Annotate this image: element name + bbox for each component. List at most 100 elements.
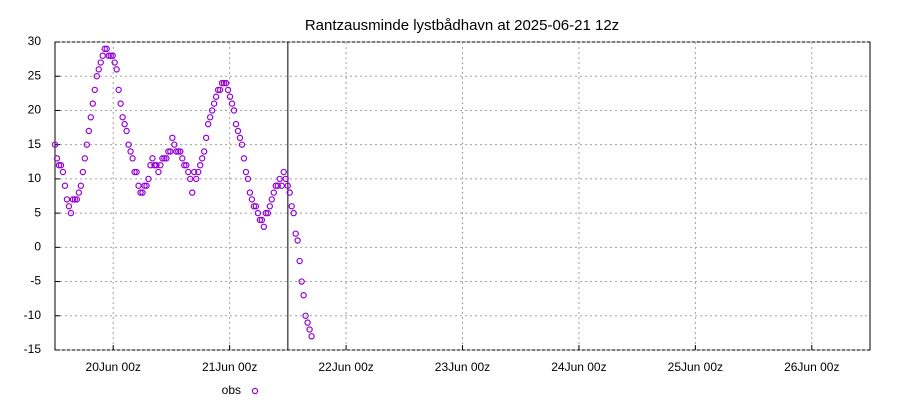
point xyxy=(129,155,136,162)
y-tick-label: 15 xyxy=(28,137,42,151)
point xyxy=(298,278,305,285)
point xyxy=(200,148,208,155)
point xyxy=(185,168,192,176)
point xyxy=(302,312,309,319)
point xyxy=(238,141,246,148)
point xyxy=(61,182,69,189)
x-tick-label: 22Jun 00z xyxy=(318,360,373,374)
point xyxy=(117,100,124,107)
point xyxy=(183,161,190,169)
point xyxy=(198,155,206,162)
point xyxy=(292,230,299,237)
point xyxy=(107,52,114,59)
point xyxy=(262,209,270,217)
point xyxy=(161,155,168,162)
point xyxy=(272,182,279,189)
point xyxy=(252,203,260,210)
point xyxy=(256,216,264,224)
point xyxy=(127,148,134,155)
point xyxy=(228,100,236,107)
point xyxy=(274,182,281,189)
point xyxy=(208,107,216,114)
point xyxy=(244,175,252,183)
point xyxy=(137,189,144,196)
x-tick-label: 25Jun 00z xyxy=(668,360,723,374)
point xyxy=(210,100,218,107)
y-tick-label: 0 xyxy=(34,240,41,254)
point xyxy=(268,196,275,203)
point xyxy=(189,189,196,196)
point xyxy=(123,127,130,135)
point xyxy=(165,148,172,155)
legend-marker xyxy=(251,387,259,395)
point xyxy=(195,168,202,176)
point xyxy=(73,196,81,203)
point xyxy=(286,189,293,196)
point xyxy=(149,155,156,162)
x-tick-label: 20Jun 00z xyxy=(86,360,141,374)
point xyxy=(83,141,91,148)
point xyxy=(296,257,303,265)
point xyxy=(99,52,106,59)
point xyxy=(87,114,95,121)
point xyxy=(91,86,98,94)
point xyxy=(196,161,204,169)
point xyxy=(306,326,313,333)
y-tick-label: 5 xyxy=(34,205,41,219)
point xyxy=(280,168,287,176)
point xyxy=(220,79,228,87)
point xyxy=(53,155,61,162)
point xyxy=(113,66,120,73)
point xyxy=(57,161,65,169)
point xyxy=(294,237,301,244)
point xyxy=(250,203,258,210)
point xyxy=(264,209,272,217)
point xyxy=(169,134,176,142)
point xyxy=(159,155,166,162)
point xyxy=(101,45,108,53)
point xyxy=(177,148,184,155)
point xyxy=(214,86,222,94)
point xyxy=(278,182,285,189)
point xyxy=(71,196,79,203)
point xyxy=(59,168,67,176)
point xyxy=(65,203,73,210)
point xyxy=(111,59,118,66)
point xyxy=(143,182,150,189)
point xyxy=(67,209,75,217)
point xyxy=(222,79,230,87)
point xyxy=(85,127,93,135)
point xyxy=(276,175,283,183)
point xyxy=(300,292,307,299)
point xyxy=(230,107,238,114)
point xyxy=(226,93,234,100)
point xyxy=(151,161,158,169)
point xyxy=(115,86,122,94)
point xyxy=(242,168,250,176)
point xyxy=(191,168,198,176)
point xyxy=(153,161,160,169)
point xyxy=(179,155,186,162)
x-tick-label: 26Jun 00z xyxy=(784,360,839,374)
y-tick-label: 10 xyxy=(28,171,42,185)
point xyxy=(236,134,244,142)
point xyxy=(240,155,248,162)
point xyxy=(218,79,226,87)
point xyxy=(131,168,138,176)
y-tick-label: -15 xyxy=(24,342,42,356)
chart-title: Rantzausminde lystbådhavn at 2025-06-21 … xyxy=(305,17,619,34)
point xyxy=(232,120,240,128)
y-tick-label: -10 xyxy=(24,308,42,322)
point xyxy=(79,168,87,176)
point xyxy=(288,203,295,210)
point xyxy=(234,127,242,135)
point xyxy=(308,333,315,340)
point xyxy=(171,141,178,148)
point xyxy=(173,148,180,155)
y-tick-label: 20 xyxy=(28,103,42,117)
point xyxy=(163,155,170,162)
point xyxy=(304,319,311,326)
point xyxy=(89,100,96,107)
point xyxy=(141,182,148,189)
